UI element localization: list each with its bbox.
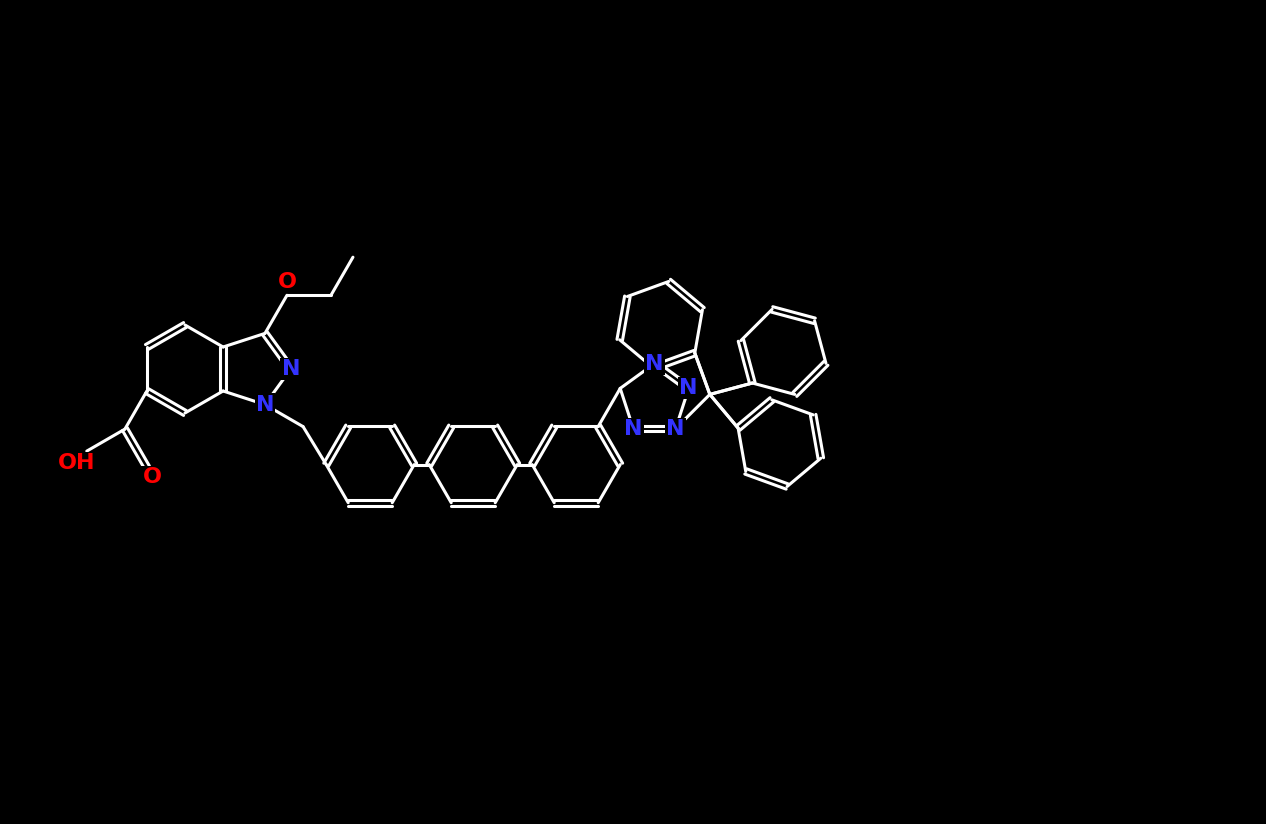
Text: O: O [142, 467, 161, 487]
Text: N: N [646, 353, 663, 373]
Text: N: N [680, 378, 698, 398]
Text: N: N [256, 395, 275, 414]
Text: OH: OH [58, 453, 95, 473]
Text: N: N [666, 419, 685, 438]
Text: O: O [277, 272, 296, 293]
Text: N: N [281, 359, 300, 379]
Text: N: N [624, 419, 643, 438]
